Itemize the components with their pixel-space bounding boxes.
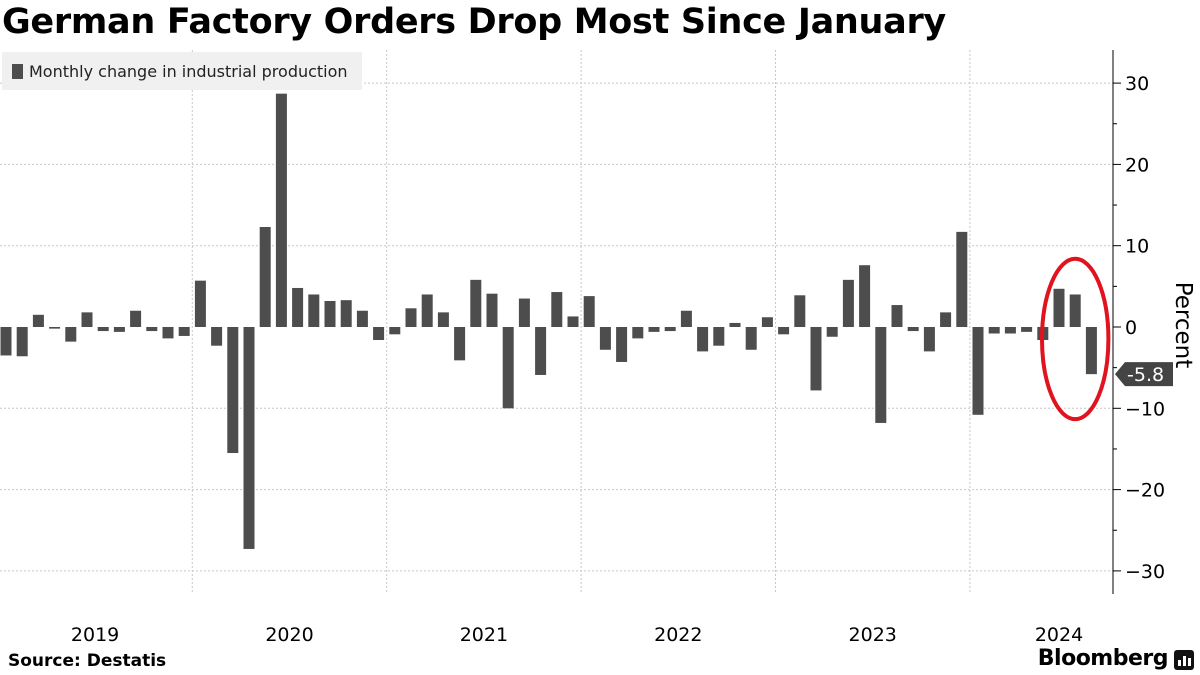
legend-swatch (12, 63, 23, 79)
bar (324, 300, 336, 327)
bar (227, 327, 239, 454)
bar (518, 298, 530, 327)
bar (972, 327, 984, 415)
bar (907, 327, 919, 332)
y-tick-label: 10 (1125, 236, 1149, 258)
bar (616, 327, 628, 362)
bar (810, 327, 822, 391)
bar (1021, 327, 1033, 332)
bar (81, 312, 93, 327)
bar (875, 327, 887, 423)
bar (437, 312, 449, 327)
last-value-callout-box (1115, 362, 1173, 387)
bar (356, 310, 368, 327)
bar (778, 327, 790, 335)
x-tick-label: 2024 (1035, 624, 1083, 646)
bar (891, 305, 903, 327)
bar (0, 327, 12, 356)
legend-label: Monthly change in industrial production (29, 61, 348, 81)
bar (794, 295, 806, 327)
bar (32, 314, 44, 327)
bar (308, 294, 320, 327)
bar (535, 327, 547, 375)
x-tick-label: 2021 (460, 624, 508, 646)
chart-title: German Factory Orders Drop Most Since Ja… (2, 2, 946, 42)
bar (713, 327, 725, 346)
bar (680, 310, 692, 327)
bloomberg-icon (1174, 650, 1194, 670)
bar (259, 227, 271, 327)
bar (454, 327, 466, 361)
highlight-circle (1040, 256, 1111, 422)
source-note: Source: Destatis (8, 651, 167, 671)
bar (648, 327, 660, 332)
bar (389, 327, 401, 335)
bar (632, 327, 644, 339)
bar (97, 327, 109, 332)
bar (583, 296, 595, 327)
bar (275, 93, 287, 327)
bar (421, 294, 433, 327)
bar (16, 327, 28, 357)
bar (1085, 327, 1097, 375)
bar (923, 327, 935, 352)
bar (859, 265, 871, 327)
y-tick-label: 30 (1125, 73, 1149, 95)
bar (761, 317, 773, 327)
bar (940, 312, 952, 327)
bar (1069, 294, 1081, 327)
bar (470, 279, 482, 327)
last-value-callout: -5.8 (1115, 362, 1173, 387)
bar (1053, 288, 1065, 327)
bloomberg-logo: Bloomberg (1037, 646, 1169, 671)
y-tick-label: −20 (1125, 480, 1165, 502)
bar (567, 316, 579, 327)
y-tick-label: 20 (1125, 154, 1149, 176)
bar (599, 327, 611, 350)
y-tick-label: −10 (1125, 398, 1165, 420)
x-tick-label: 2019 (71, 624, 119, 646)
y-axis: 30 20 10 0 −10 −20 −30 (1112, 50, 1165, 594)
bar (162, 327, 174, 339)
x-tick-label: 2022 (654, 624, 702, 646)
x-axis-labels: 2019 2020 2021 2022 2023 2024 (71, 624, 1083, 646)
y-tick-label: −30 (1125, 561, 1165, 583)
bar (502, 327, 514, 409)
bar (664, 327, 676, 332)
legend: Monthly change in industrial production (2, 52, 362, 90)
y-tick-label: 0 (1125, 317, 1137, 339)
bar (292, 287, 304, 327)
bars (0, 93, 1097, 549)
x-tick-label: 2020 (265, 624, 313, 646)
bar (729, 322, 741, 327)
y-axis-title: Percent (1170, 282, 1196, 369)
bar (373, 327, 385, 341)
bar (551, 292, 563, 327)
bar (178, 327, 190, 336)
bar (146, 327, 158, 332)
bar (842, 279, 854, 327)
bar (956, 231, 968, 327)
bar (1004, 327, 1016, 334)
bar (486, 293, 498, 327)
bar (130, 310, 142, 327)
bar (405, 308, 417, 327)
bar (340, 300, 352, 327)
bar (243, 327, 255, 549)
bar (697, 327, 709, 352)
bar (826, 327, 838, 337)
bar (745, 327, 757, 350)
bar (194, 280, 206, 327)
bar (211, 327, 223, 346)
bar (49, 327, 61, 329)
bar (988, 327, 1000, 334)
x-tick-label: 2023 (849, 624, 897, 646)
bar (113, 327, 125, 332)
last-value-label: -5.8 (1127, 364, 1164, 386)
bar (65, 327, 77, 342)
